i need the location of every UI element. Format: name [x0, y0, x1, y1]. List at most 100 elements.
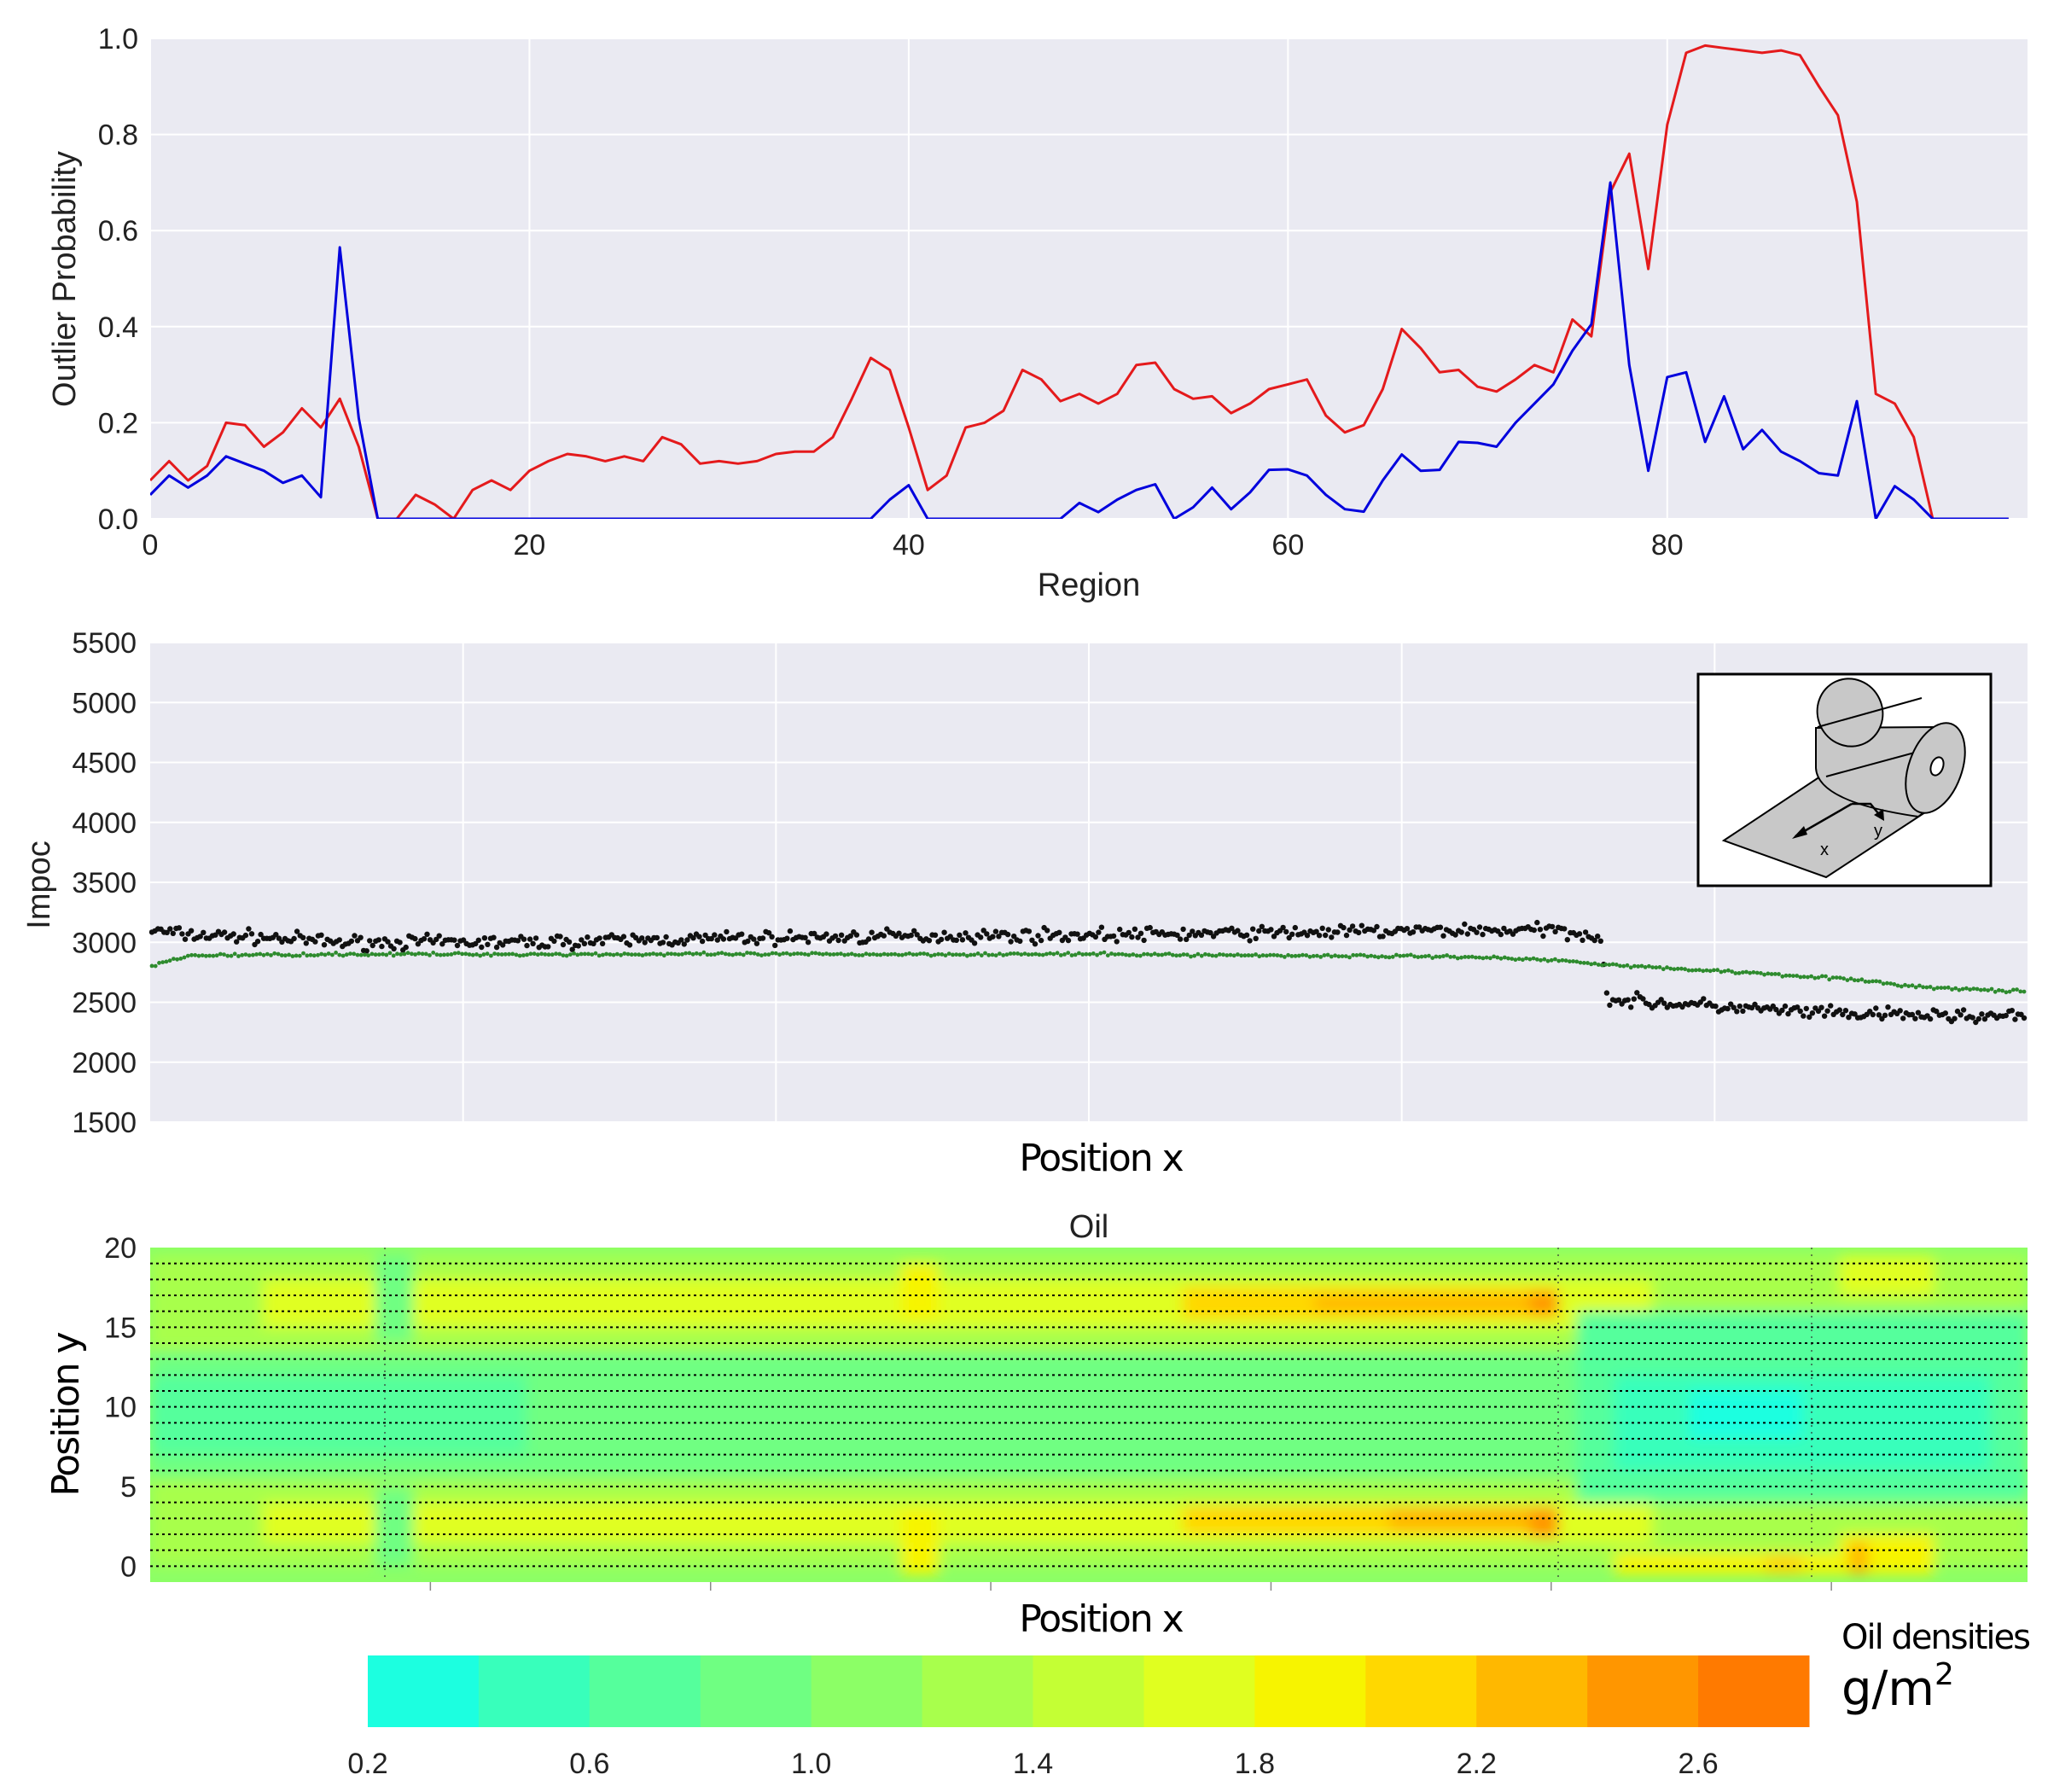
data-point-series-1 — [642, 940, 648, 945]
impoc-scatter-chart: 1500 2000 2500 3000 3500 4000 4500 5000 5500 Pos… — [21, 627, 2028, 1180]
data-point-series-1 — [273, 932, 279, 938]
data-point-series-2 — [218, 951, 223, 957]
data-point-series-1 — [1126, 929, 1132, 936]
data-point-series-2 — [420, 951, 425, 957]
heatmap-region — [1690, 1391, 1802, 1439]
data-point-series-2 — [828, 952, 833, 957]
data-point-series-2 — [1928, 985, 1933, 989]
data-point-series-2 — [1733, 971, 1738, 975]
data-point-series-2 — [881, 951, 887, 957]
data-point-series-2 — [517, 953, 522, 958]
data-point-series-2 — [716, 951, 721, 956]
data-point-series-2 — [1574, 959, 1580, 964]
data-point-series-2 — [366, 953, 370, 957]
data-point-series-1 — [1697, 999, 1703, 1005]
data-point-series-2 — [1254, 952, 1258, 957]
data-point-series-2 — [416, 951, 422, 956]
colorbar-tick-label: 1.8 — [1235, 1748, 1275, 1780]
data-point-series-2 — [1600, 963, 1604, 968]
data-point-series-2 — [672, 951, 678, 957]
data-point-series-1 — [1562, 926, 1568, 932]
data-point-series-1 — [397, 940, 403, 945]
data-point-series-1 — [369, 942, 375, 949]
data-point-series-2 — [1102, 950, 1107, 955]
y-arrow-head — [1874, 809, 1884, 821]
data-point-series-2 — [998, 951, 1002, 956]
data-point-series-2 — [1568, 959, 1572, 964]
x-axis-label: Position x — [1019, 1137, 1183, 1180]
colorbar-cell — [1698, 1655, 1810, 1727]
data-point-series-2 — [1801, 975, 1807, 980]
colorbar-tick-label: 0.6 — [569, 1748, 609, 1780]
data-point-series-1 — [1979, 1011, 1985, 1017]
data-point-series-2 — [1213, 953, 1219, 958]
data-point-series-2 — [1311, 954, 1316, 958]
data-point-series-2 — [1293, 953, 1298, 958]
data-point-series-2 — [1578, 960, 1583, 965]
data-point-series-1 — [990, 934, 996, 940]
colorbar-tick-label: 1.4 — [1013, 1748, 1053, 1780]
data-point-series-2 — [1592, 961, 1597, 966]
data-point-series-1 — [1852, 1011, 1858, 1017]
data-point-series-1 — [1879, 1015, 1885, 1022]
data-point-series-2 — [369, 951, 375, 957]
data-point-series-2 — [525, 952, 529, 957]
x-tick-label: 20 — [514, 529, 546, 561]
data-point-series-1 — [1335, 929, 1341, 935]
data-point-series-2 — [857, 953, 861, 957]
data-point-series-1 — [312, 939, 318, 945]
data-point-series-2 — [243, 952, 248, 957]
data-point-series-2 — [1766, 971, 1771, 976]
data-point-series-1 — [188, 928, 195, 934]
data-point-series-2 — [561, 953, 566, 957]
data-point-series-1 — [367, 938, 373, 944]
data-point-series-2 — [1556, 958, 1562, 963]
data-point-series-2 — [1806, 975, 1810, 980]
data-point-series-2 — [1354, 953, 1359, 957]
data-point-series-1 — [1186, 932, 1192, 939]
data-point-series-1 — [379, 943, 385, 950]
data-point-series-1 — [626, 942, 633, 948]
data-point-series-2 — [788, 952, 793, 957]
data-point-series-1 — [984, 931, 990, 937]
data-point-series-2 — [972, 952, 977, 957]
data-point-series-2 — [1686, 968, 1691, 973]
data-point-series-1 — [291, 935, 297, 942]
data-point-series-1 — [1235, 928, 1241, 934]
colorbar-tick-label: 2.6 — [1678, 1748, 1718, 1780]
data-point-series-2 — [1066, 951, 1071, 955]
data-point-series-2 — [1946, 985, 1951, 990]
data-point-series-2 — [308, 952, 313, 957]
data-point-series-1 — [1795, 1004, 1801, 1010]
data-point-series-2 — [625, 951, 631, 957]
data-point-series-1 — [596, 935, 602, 941]
data-point-series-1 — [823, 931, 829, 937]
data-point-series-1 — [230, 931, 236, 937]
data-point-series-1 — [1846, 1015, 1852, 1021]
data-point-series-1 — [1870, 1011, 1876, 1018]
data-point-series-2 — [1340, 954, 1345, 958]
y-tick-label: 20 — [104, 1232, 137, 1265]
data-point-series-2 — [463, 951, 468, 957]
data-point-series-2 — [1184, 952, 1190, 957]
data-point-series-1 — [1319, 925, 1325, 932]
data-point-series-1 — [1135, 934, 1141, 940]
data-point-series-2 — [1654, 965, 1659, 970]
data-point-series-1 — [1942, 1010, 1948, 1016]
data-point-series-2 — [1531, 956, 1536, 961]
y-axis-label: Outlier Probability — [47, 151, 83, 407]
data-point-series-2 — [1427, 953, 1431, 958]
colorbar-cell — [922, 1655, 1033, 1727]
data-point-series-1 — [1271, 934, 1277, 940]
data-point-series-2 — [1383, 955, 1388, 959]
data-point-series-1 — [802, 934, 808, 941]
data-point-series-1 — [953, 937, 960, 944]
data-point-series-1 — [787, 928, 794, 934]
data-point-series-1 — [1374, 923, 1380, 930]
data-point-series-1 — [493, 944, 500, 951]
data-point-series-2 — [763, 952, 768, 957]
heatmap-region — [1849, 1542, 1868, 1574]
data-point-series-2 — [1137, 953, 1143, 958]
data-point-series-2 — [1690, 968, 1695, 973]
